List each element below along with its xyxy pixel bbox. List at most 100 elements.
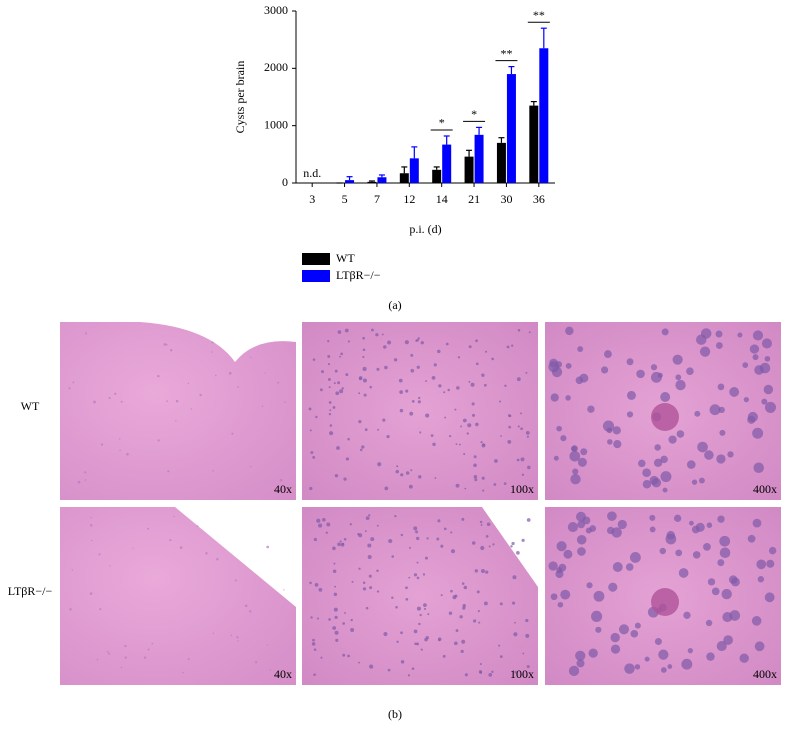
nucleus — [482, 489, 485, 492]
nucleus — [488, 545, 491, 548]
nucleus — [764, 401, 777, 413]
nucleus — [426, 537, 429, 540]
nucleus — [462, 606, 466, 610]
nucleus — [461, 517, 465, 521]
y-tick-label: 1000 — [264, 117, 288, 131]
nucleus — [334, 630, 339, 635]
nucleus — [617, 519, 627, 530]
nucleus — [473, 463, 477, 468]
nucleus — [334, 473, 339, 478]
nucleus — [230, 634, 233, 637]
nucleus — [120, 400, 123, 403]
magnification-label: 100x — [510, 482, 534, 496]
legend-swatch — [302, 253, 330, 265]
annotation: ** — [500, 46, 512, 60]
nucleus — [433, 363, 437, 367]
nucleus — [386, 435, 390, 439]
panel-label: (a) — [388, 298, 401, 312]
nucleus — [236, 636, 239, 639]
nucleus — [657, 372, 663, 378]
nucleus — [473, 619, 477, 623]
nucleus — [71, 569, 74, 571]
cyst — [651, 588, 679, 616]
nucleus — [400, 533, 404, 537]
nucleus — [649, 514, 656, 521]
nucleus — [132, 547, 134, 549]
nucleus — [521, 473, 525, 476]
nucleus — [471, 402, 475, 406]
magnification-label: 40x — [274, 667, 292, 681]
bar — [539, 48, 549, 184]
nucleus — [422, 573, 426, 576]
nucleus — [462, 603, 466, 608]
nucleus — [212, 470, 215, 472]
nucleus — [365, 516, 370, 520]
tissue-edge — [175, 507, 296, 607]
nucleus — [660, 471, 672, 483]
nucleus — [606, 526, 615, 535]
y-tick-label: 2000 — [264, 60, 288, 74]
nucleus — [761, 338, 772, 349]
nucleus — [211, 341, 214, 344]
nucleus — [526, 665, 530, 669]
error-bar — [466, 149, 473, 157]
nucleus — [483, 383, 487, 387]
nucleus — [618, 624, 630, 635]
nucleus — [508, 414, 512, 418]
nucleus — [98, 553, 101, 556]
nucleus — [488, 673, 493, 677]
panel-label: (b) — [388, 707, 402, 721]
nucleus — [711, 587, 720, 596]
x-tick-label: 30 — [500, 192, 512, 206]
nucleus — [675, 379, 686, 391]
nucleus — [119, 449, 121, 452]
nucleus — [261, 405, 264, 408]
nucleus — [362, 581, 366, 585]
nucleus — [625, 563, 634, 571]
nucleus — [624, 663, 635, 674]
nucleus — [442, 654, 446, 658]
nucleus — [565, 395, 571, 401]
nucleus — [447, 388, 450, 392]
nucleus — [526, 435, 529, 438]
nucleus — [445, 342, 449, 346]
nucleus — [460, 425, 463, 428]
nucleus — [187, 658, 190, 661]
nucleus — [383, 632, 388, 637]
nucleus — [612, 426, 621, 435]
nucleus — [754, 641, 765, 652]
nucleus — [362, 348, 366, 352]
micrograph — [302, 322, 538, 500]
nucleus — [764, 355, 771, 362]
nucleus — [362, 587, 367, 591]
nucleus — [398, 378, 403, 383]
nucleus — [525, 371, 528, 374]
nucleus — [313, 673, 316, 676]
error-bar — [443, 135, 450, 145]
nucleus — [264, 372, 266, 374]
nucleus — [423, 603, 427, 608]
nucleus — [607, 511, 617, 521]
nucleus — [340, 542, 345, 547]
nucleus — [568, 665, 580, 677]
nucleus — [560, 589, 571, 600]
nucleus — [244, 604, 248, 608]
nucleus — [576, 659, 585, 668]
nucleus — [343, 537, 347, 541]
bar — [432, 169, 442, 183]
nucleus — [691, 479, 698, 485]
nucleus — [342, 622, 345, 625]
nucleus — [593, 590, 605, 602]
nucleus — [612, 561, 623, 572]
nucleus — [698, 477, 705, 484]
nucleus — [315, 415, 318, 419]
nucleus — [483, 601, 488, 606]
nucleus — [413, 526, 418, 531]
nucleus — [630, 629, 639, 638]
bar — [399, 173, 409, 183]
nucleus — [318, 587, 323, 592]
nucleus — [339, 540, 342, 543]
nucleus — [328, 386, 331, 389]
nucleus — [686, 460, 696, 469]
nucleus — [313, 648, 317, 651]
